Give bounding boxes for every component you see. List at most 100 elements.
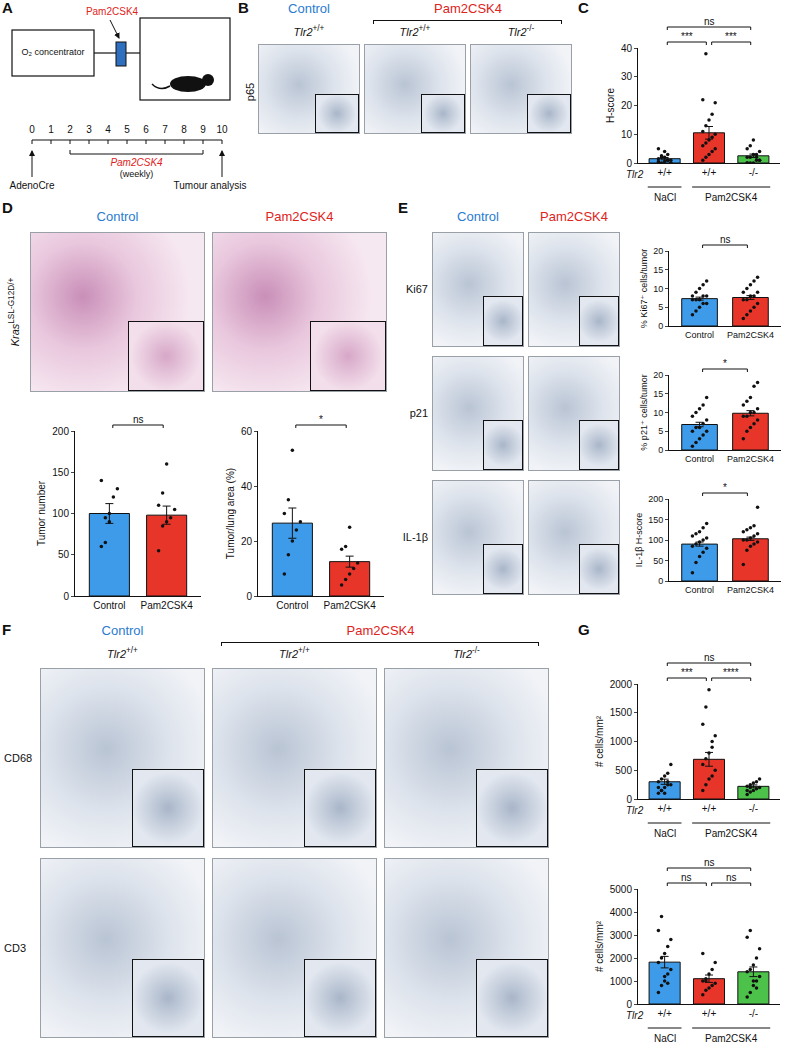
svg-text:ns: ns xyxy=(720,234,731,245)
svg-text:Pam2CSK4: Pam2CSK4 xyxy=(705,192,758,203)
svg-text:0: 0 xyxy=(626,794,632,805)
svg-text:+/+: +/+ xyxy=(702,803,717,814)
svg-text:Pam2CSK4: Pam2CSK4 xyxy=(727,330,774,340)
svg-text:+/+: +/+ xyxy=(702,167,717,178)
svg-text:H-score: H-score xyxy=(605,88,616,123)
svg-text:10: 10 xyxy=(621,129,633,140)
svg-text:0: 0 xyxy=(246,591,252,602)
svg-text:0: 0 xyxy=(658,445,663,455)
svg-text:40: 40 xyxy=(621,43,633,54)
svg-text:30: 30 xyxy=(621,71,633,82)
svg-text:Control: Control xyxy=(276,600,308,611)
svg-text:Pam2CSK4: Pam2CSK4 xyxy=(705,828,758,839)
svg-text:ns: ns xyxy=(704,16,715,27)
svg-text:5000: 5000 xyxy=(610,884,633,895)
svg-text:-/-: -/- xyxy=(749,1008,758,1019)
svg-text:20: 20 xyxy=(241,536,253,547)
svg-text:0: 0 xyxy=(658,321,663,331)
svg-text:Control: Control xyxy=(685,585,714,595)
svg-text:*: * xyxy=(319,414,323,425)
svg-text:Tumor number: Tumor number xyxy=(36,480,47,546)
svg-text:ns: ns xyxy=(681,872,692,883)
svg-text:1500: 1500 xyxy=(610,707,633,718)
svg-text:IL-1β H-score: IL-1β H-score xyxy=(634,513,644,568)
svg-text:+/+: +/+ xyxy=(702,1008,717,1019)
svg-text:# cells/mm²: # cells/mm² xyxy=(594,920,605,972)
svg-text:***: *** xyxy=(681,31,693,42)
svg-text:100: 100 xyxy=(648,535,663,545)
svg-text:***: *** xyxy=(725,31,737,42)
svg-text:Tumor/lung area (%): Tumor/lung area (%) xyxy=(225,468,236,559)
svg-text:***: *** xyxy=(681,667,693,678)
html-text:Control: Control xyxy=(457,209,499,224)
svg-text:1000: 1000 xyxy=(610,976,633,987)
svg-text:3000: 3000 xyxy=(610,930,633,941)
svg-text:Pam2CSK4: Pam2CSK4 xyxy=(727,585,774,595)
svg-text:150: 150 xyxy=(648,515,663,525)
svg-text:Control: Control xyxy=(685,330,714,340)
svg-text:-/-: -/- xyxy=(749,167,758,178)
svg-text:0: 0 xyxy=(63,591,69,602)
svg-text:5: 5 xyxy=(658,302,663,312)
svg-text:NaCl: NaCl xyxy=(654,192,676,203)
svg-text:****: **** xyxy=(723,667,739,678)
html-text:Pam2CSK4: Pam2CSK4 xyxy=(346,623,415,638)
svg-text:% Ki67⁺ cells/tumor: % Ki67⁺ cells/tumor xyxy=(639,249,649,328)
svg-text:60: 60 xyxy=(241,426,253,437)
svg-text:NaCl: NaCl xyxy=(654,1033,676,1044)
svg-text:1000: 1000 xyxy=(610,736,633,747)
html-text:Pam2CSK4: Pam2CSK4 xyxy=(265,209,334,224)
svg-text:NaCl: NaCl xyxy=(654,828,676,839)
svg-text:# cells/mm²: # cells/mm² xyxy=(594,715,605,767)
svg-text:Tlr2: Tlr2 xyxy=(626,805,644,816)
html-text:Tlr2+/+: Tlr2+/+ xyxy=(399,24,431,38)
svg-text:150: 150 xyxy=(52,467,69,478)
html-text:Pam2CSK4: Pam2CSK4 xyxy=(540,209,608,224)
svg-text:ns: ns xyxy=(133,414,144,425)
svg-text:Control: Control xyxy=(685,454,714,464)
svg-text:50: 50 xyxy=(653,556,663,566)
svg-text:20: 20 xyxy=(653,370,663,380)
svg-text:0: 0 xyxy=(626,999,632,1010)
svg-text:+/+: +/+ xyxy=(657,167,672,178)
svg-text:Pam2CSK4: Pam2CSK4 xyxy=(141,600,194,611)
svg-text:*: * xyxy=(723,358,727,369)
svg-text:100: 100 xyxy=(52,508,69,519)
html-text:Tlr2+/+: Tlr2+/+ xyxy=(293,24,325,38)
svg-text:Control: Control xyxy=(93,600,125,611)
svg-text:ns: ns xyxy=(704,652,715,663)
svg-text:+/+: +/+ xyxy=(657,1008,672,1019)
svg-text:Tlr2: Tlr2 xyxy=(626,169,644,180)
svg-text:Tlr2: Tlr2 xyxy=(626,1010,644,1021)
svg-text:Pam2CSK4: Pam2CSK4 xyxy=(705,1033,758,1044)
svg-text:40: 40 xyxy=(241,481,253,492)
svg-text:0: 0 xyxy=(626,158,632,169)
html-text:Control: Control xyxy=(288,1,330,16)
svg-text:% p21⁺ cells/tumor: % p21⁺ cells/tumor xyxy=(639,374,649,450)
svg-text:ns: ns xyxy=(726,872,737,883)
svg-text:Pam2CSK4: Pam2CSK4 xyxy=(324,600,377,611)
svg-text:50: 50 xyxy=(58,549,70,560)
svg-text:*: * xyxy=(723,482,727,493)
svg-text:10: 10 xyxy=(653,408,663,418)
html-text:Pam2CSK4: Pam2CSK4 xyxy=(434,1,502,16)
svg-text:500: 500 xyxy=(615,765,632,776)
svg-text:0: 0 xyxy=(658,576,663,586)
svg-text:5: 5 xyxy=(658,426,663,436)
svg-text:20: 20 xyxy=(653,246,663,256)
svg-text:2000: 2000 xyxy=(610,679,633,690)
svg-text:4000: 4000 xyxy=(610,907,633,918)
svg-text:+/+: +/+ xyxy=(657,803,672,814)
html-text:Control: Control xyxy=(101,623,144,638)
svg-text:Pam2CSK4: Pam2CSK4 xyxy=(727,454,774,464)
svg-text:ns: ns xyxy=(704,857,715,868)
html-text:Control: Control xyxy=(96,209,139,224)
svg-text:200: 200 xyxy=(52,426,69,437)
svg-text:200: 200 xyxy=(648,494,663,504)
svg-text:10: 10 xyxy=(653,284,663,294)
svg-text:20: 20 xyxy=(621,100,633,111)
svg-text:2000: 2000 xyxy=(610,953,633,964)
svg-text:-/-: -/- xyxy=(749,803,758,814)
svg-text:15: 15 xyxy=(653,389,663,399)
svg-text:15: 15 xyxy=(653,265,663,275)
